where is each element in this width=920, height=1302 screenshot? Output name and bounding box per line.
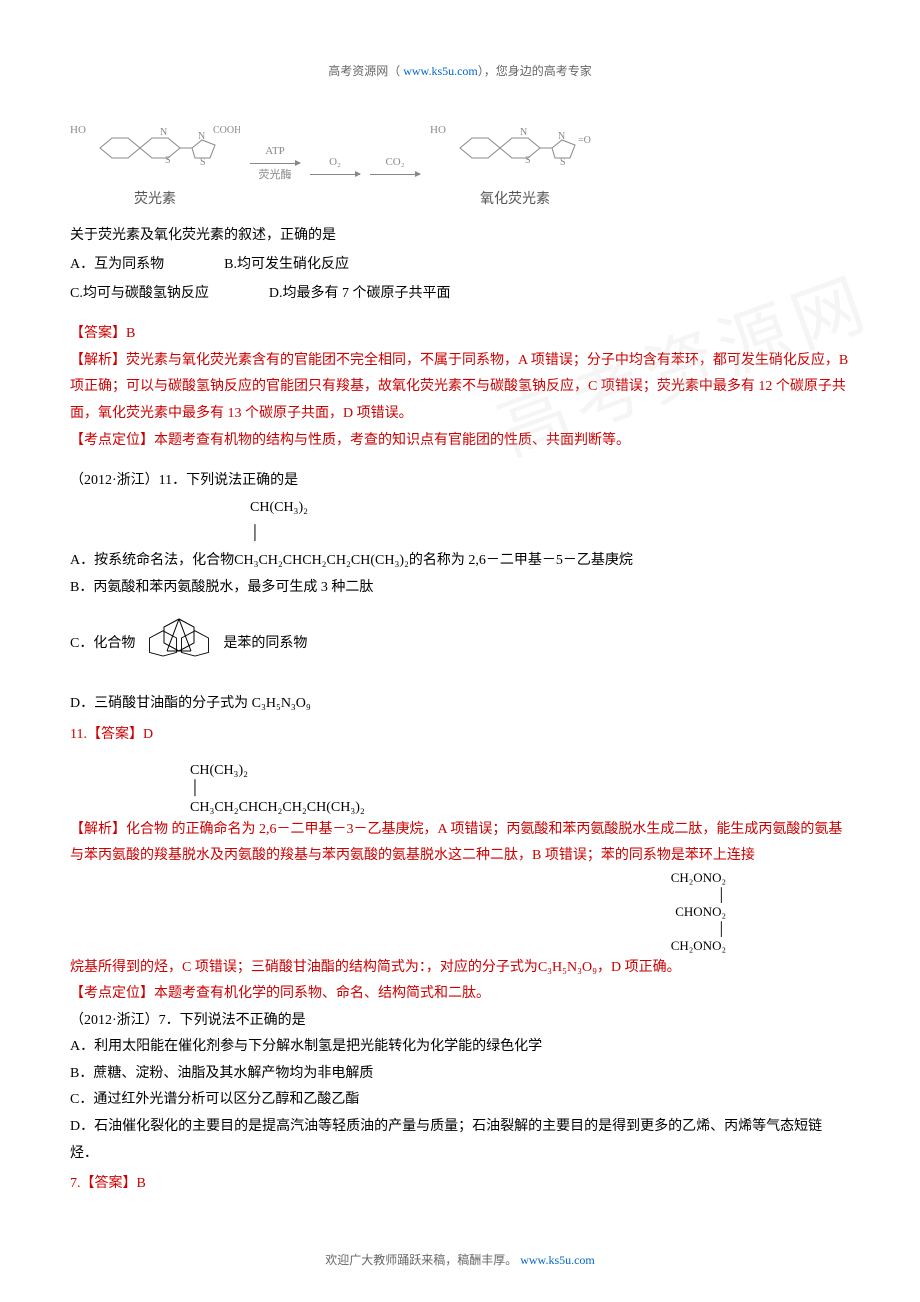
q2-expl-formula: CH(CH₃)₂ │ CH₃CH₂CHCH₂CH₂CH(CH₃)₂ <box>190 762 850 817</box>
q2-expl-p2-prefix: 烷基所得到的烃，C 项错误；三硝酸甘油酯的结构简式为： <box>70 960 426 975</box>
page-footer: 欢迎广大教师踊跃来稿，稿酬丰厚。 www.ks5u.com <box>0 1249 920 1272</box>
header-link[interactable]: www.ks5u.com <box>403 64 478 78</box>
q3-answer: 7.【答案】B <box>70 1171 850 1198</box>
arrow3-top: CO₂ <box>385 152 404 173</box>
q1-option-d: D.均最多有 7 个碳原子共平面 <box>269 281 451 308</box>
q1-options-row2: C.均可与碳酸氢钠反应 D.均最多有 7 个碳原子共平面 <box>70 281 850 308</box>
nitro-line3: CH₂ONO₂ <box>671 938 726 955</box>
oxyluciferin-structure-icon: HO N S N S =O <box>430 113 600 183</box>
q3-option-c: C．通过红外光谱分析可以区分乙醇和乙酸乙酯 <box>70 1087 850 1114</box>
q3-title: （2012·浙江）7．下列说法不正确的是 <box>70 1008 850 1035</box>
formula-isopropyl: CH(CH₃)₂ <box>250 500 308 515</box>
arrow1-top: ATP <box>265 141 285 162</box>
q3-option-d: D．石油催化裂化的主要目的是提高汽油等轻质油的产量与质量；石油裂解的主要目的是得… <box>70 1114 850 1167</box>
q1-options-row1: A．互为同系物 B.均可发生硝化反应 <box>70 252 850 279</box>
nitro-line1: CH₂ONO₂ <box>671 870 726 887</box>
svg-text:COOH: COOH <box>213 125 240 136</box>
nitro-line2: CHONO₂ <box>671 904 726 921</box>
svg-text:S: S <box>200 157 206 168</box>
svg-text:N: N <box>520 127 527 138</box>
q1-stem: 关于荧光素及氧化荧光素的叙述，正确的是 <box>70 223 850 250</box>
q1-explanation: 【解析】荧光素与氧化荧光素含有的官能团不完全相同，不属于同系物，A 项错误；分子… <box>70 348 850 428</box>
reaction-arrow-2: O₂ <box>310 152 360 175</box>
q2-option-b: B．丙氨酸和苯丙氨酸脱水，最多可生成 3 种二肽 <box>70 575 850 602</box>
q2-title: （2012·浙江）11．下列说法正确的是 <box>70 468 850 495</box>
luciferin-label: 荧光素 <box>134 187 176 214</box>
oxyluciferin-label: 氧化荧光素 <box>480 187 550 214</box>
q2-kaodian: 【考点定位】本题考查有机化学的同系物、命名、结构简式和二肽。 <box>70 981 850 1008</box>
svg-text:N: N <box>198 131 205 142</box>
reaction-scheme: HO N S N S COOH 荧光素 ATP 荧光酶 O₂ CO₂ <box>70 113 850 214</box>
q1-option-b: B.均可发生硝化反应 <box>224 252 349 279</box>
svg-text:S: S <box>560 157 566 168</box>
expl-formula-bottom: CH₃CH₂CHCH₂CH₂CH(CH₃)₂ <box>190 800 365 815</box>
reaction-arrow-1: ATP 荧光酶 <box>250 141 300 186</box>
q2-answer: 11.【答案】D <box>70 722 850 749</box>
svg-text:S: S <box>165 155 171 166</box>
q2-expl-p1-suffix: 的正确命名为 2,6－二甲基－3－乙基庚烷，A 项错误；丙氨酸和苯丙氨酸脱水生成… <box>70 822 842 864</box>
q2-option-a: A．按系统命名法，化合物CH₃CH₂CHCH₂CH₂CH(CH₃)₂的名称为 2… <box>70 548 850 575</box>
q2-optC-prefix: C．化合物 <box>70 631 135 658</box>
q1-kaodian: 【考点定位】本题考查有机物的结构与性质，考查的知识点有官能团的性质、共面判断等。 <box>70 428 850 455</box>
q2-option-c: C．化合物 是苯的同系物 <box>70 609 850 679</box>
q3-option-a: A．利用太阳能在催化剂参与下分解水制氢是把光能转化为化学能的绿色化学 <box>70 1034 850 1061</box>
luciferin-structure-icon: HO N S N S COOH <box>70 113 240 183</box>
svg-text:=O: =O <box>578 135 591 146</box>
q2-formula-upper: CH(CH₃)₂ │ <box>250 495 850 548</box>
molecule-oxyluciferin: HO N S N S =O 氧化荧光素 <box>430 113 600 214</box>
q2-expl-p1-prefix: 【解析】化合物 <box>70 822 172 837</box>
svg-text:HO: HO <box>70 124 86 136</box>
header-suffix: ），您身边的高考专家 <box>478 64 592 78</box>
q2-expl-p2-suffix: ，对应的分子式为C₃H₅N₃O₉，D 项正确。 <box>426 960 681 975</box>
q2-optA-suffix: 的名称为 2,6－二甲基－5－乙基庚烷 <box>409 553 633 568</box>
expl-formula-top: CH(CH₃)₂ <box>190 763 248 778</box>
q2-explanation-p2: 烷基所得到的烃，C 项错误；三硝酸甘油酯的结构简式为：，对应的分子式为C₃H₅N… <box>70 955 850 982</box>
svg-text:N: N <box>160 127 167 138</box>
reaction-arrow-3: CO₂ <box>370 152 420 175</box>
molecule-luciferin: HO N S N S COOH 荧光素 <box>70 113 240 214</box>
triptycene-structure-icon <box>139 609 219 679</box>
q2-optA-prefix: A．按系统命名法，化合物 <box>70 553 234 568</box>
q3-option-b: B．蔗糖、淀粉、油脂及其水解产物均为非电解质 <box>70 1061 850 1088</box>
q2-optC-suffix: 是苯的同系物 <box>223 631 307 658</box>
arrow1-bottom: 荧光酶 <box>259 165 292 186</box>
footer-prefix: 欢迎广大教师踊跃来稿，稿酬丰厚。 <box>325 1253 520 1267</box>
svg-text:N: N <box>558 131 565 142</box>
arrow2-top: O₂ <box>329 152 341 173</box>
q2-option-d: D．三硝酸甘油酯的分子式为 C₃H₅N₃O₉ <box>70 691 850 718</box>
header-prefix: 高考资源网（ <box>328 64 403 78</box>
page-header: 高考资源网（ www.ks5u.com），您身边的高考专家 <box>70 60 850 83</box>
q1-option-a: A．互为同系物 <box>70 252 164 279</box>
svg-text:S: S <box>525 155 531 166</box>
svg-text:HO: HO <box>430 124 446 136</box>
q2-explanation-p1: 【解析】化合物 的正确命名为 2,6－二甲基－3－乙基庚烷，A 项错误；丙氨酸和… <box>70 817 850 870</box>
q2-optA-formula: CH₃CH₂CHCH₂CH₂CH(CH₃)₂ <box>234 553 409 568</box>
nitroglycerin-structure: CH₂ONO₂ │ CHONO₂ │ CH₂ONO₂ <box>70 870 730 954</box>
q1-answer: 【答案】B <box>70 321 850 348</box>
q1-option-c: C.均可与碳酸氢钠反应 <box>70 281 209 308</box>
footer-link[interactable]: www.ks5u.com <box>520 1253 595 1267</box>
